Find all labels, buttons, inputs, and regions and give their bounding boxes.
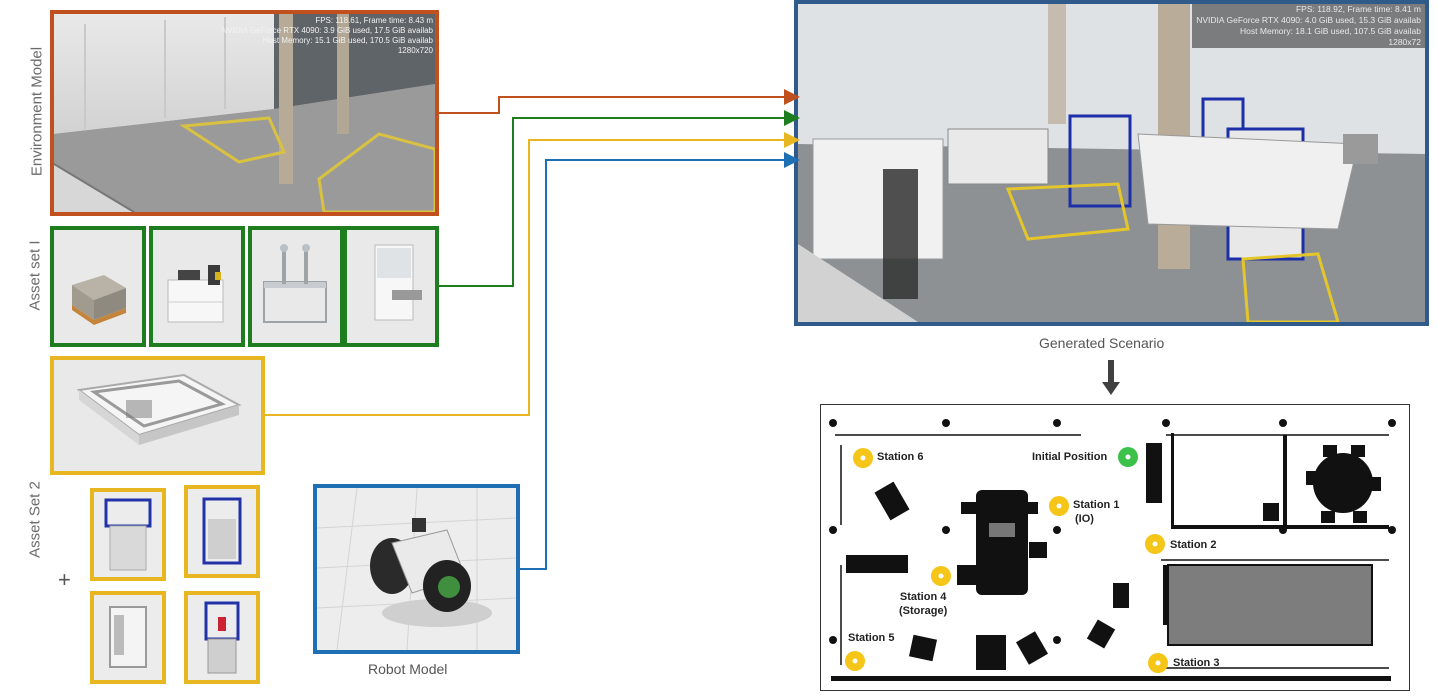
scenario-hud-memory: Host Memory: 18.1 GiB used, 107.5 GiB av… (1240, 26, 1421, 36)
generated-scenario-caption: Generated Scenario (1039, 335, 1165, 351)
station4-label: Station 4 (Storage) (899, 590, 947, 618)
env-hud-gpu: NVIDIA GeForce RTX 4090: 3.9 GiB used, 1… (221, 26, 433, 35)
robot-arrow (520, 152, 800, 570)
robot-model-caption: Robot Model (368, 661, 448, 677)
station1-label: Station 1 (IO) (1073, 498, 1119, 526)
asset-pallet-tile (50, 226, 146, 347)
robot-cell-icon (252, 230, 340, 343)
floor-map-geometry (829, 419, 1396, 681)
environment-model-image: FPS: 118.61, Frame time: 8.43 m NVIDIA G… (50, 10, 439, 216)
station4-name: Station 4 (899, 591, 947, 603)
scenario-hud-fps: FPS: 118.92, Frame time: 8.41 m (1295, 4, 1421, 14)
conveyor-loop-icon (54, 360, 261, 471)
env-hud: FPS: 118.61, Frame time: 8.43 m NVIDIA G… (221, 16, 433, 56)
station1-role: (IO) (1075, 513, 1094, 525)
warehouse-render (54, 14, 435, 212)
down-arrow-icon (1102, 360, 1120, 395)
scenario-hud-gpu: NVIDIA GeForce RTX 4090: 4.0 GiB used, 1… (1196, 15, 1421, 25)
asset-workstation-tile (149, 226, 245, 347)
workstation-icon (153, 230, 241, 343)
pallet-boxes-icon (54, 230, 142, 343)
station-frame-icon (188, 489, 256, 574)
asset-station-tile-2 (184, 485, 260, 578)
station-robot-icon (188, 595, 256, 680)
floor-map: Station 6 Initial Position Station 1 (IO… (820, 404, 1410, 691)
station3-label: Station 3 (1173, 657, 1220, 669)
station2-label: Station 2 (1170, 539, 1217, 551)
enclosure-icon (94, 595, 162, 680)
asset-station-tile-4 (184, 591, 260, 684)
env-hud-resolution: 1280x720 (397, 46, 433, 55)
station4-role: (Storage) (899, 605, 948, 617)
fume-hood-icon (347, 230, 435, 343)
station6-label: Station 6 (877, 451, 924, 463)
asset-station-tile-3 (90, 591, 166, 684)
asset-set-2-arrow (265, 132, 800, 416)
asset-robot-cell-tile (248, 226, 344, 347)
asset-conveyor-tile (50, 356, 265, 475)
robot-model-image (313, 484, 520, 654)
scenario-hud-resolution: 1280x72 (1388, 37, 1421, 47)
station1-name: Station 1 (1073, 499, 1120, 511)
environment-arrow (439, 89, 800, 114)
mobile-robot-icon (317, 488, 516, 650)
generated-scenario-image: FPS: 118.92, Frame time: 8.41 m NVIDIA G… (794, 0, 1429, 326)
initial-position-label: Initial Position (1032, 451, 1108, 463)
asset-station-tile-1 (90, 488, 166, 581)
station5-label: Station 5 (848, 632, 895, 644)
env-hud-memory: Host Memory: 15.1 GiB used, 170.5 GiB av… (262, 36, 433, 45)
plus-sign: + (58, 567, 71, 592)
scenario-hud: FPS: 118.92, Frame time: 8.41 m NVIDIA G… (1192, 4, 1425, 48)
asset-set-1-arrow (439, 110, 800, 287)
station-markers (845, 447, 1168, 673)
env-hud-fps: FPS: 118.61, Frame time: 8.43 m (315, 16, 433, 25)
station-cabinet-icon (94, 492, 162, 577)
asset-fume-hood-tile (343, 226, 439, 347)
